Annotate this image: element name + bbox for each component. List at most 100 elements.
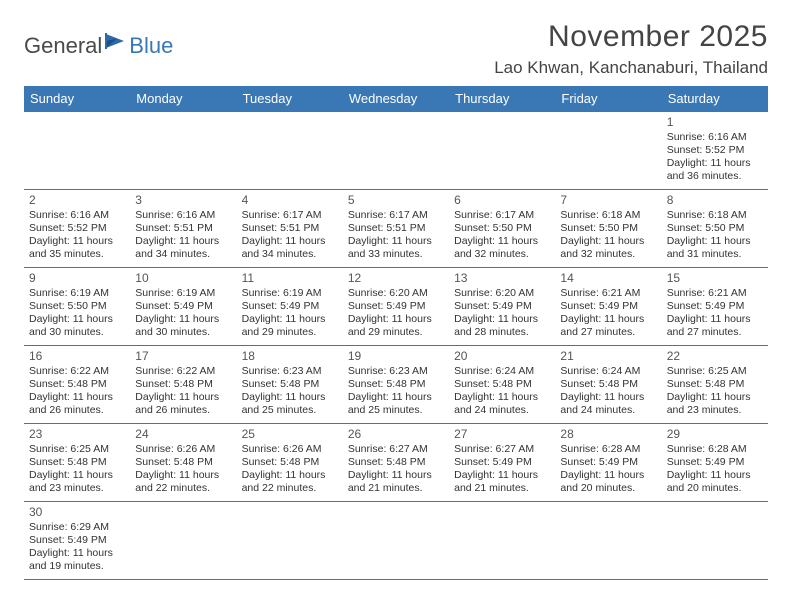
sunset-text: Sunset: 5:50 PM	[667, 222, 763, 235]
brand-general: General	[24, 33, 102, 59]
day-header: Wednesday	[343, 86, 449, 112]
sunrise-text: Sunrise: 6:22 AM	[135, 365, 231, 378]
day-header: Monday	[130, 86, 236, 112]
daylight-text: Daylight: 11 hours and 32 minutes.	[454, 235, 550, 261]
daylight-text: Daylight: 11 hours and 28 minutes.	[454, 313, 550, 339]
sunset-text: Sunset: 5:51 PM	[348, 222, 444, 235]
calendar-cell-empty	[343, 502, 449, 580]
sunset-text: Sunset: 5:48 PM	[667, 378, 763, 391]
header-row: General Blue November 2025 Lao Khwan, Ka…	[24, 20, 768, 78]
daylight-text: Daylight: 11 hours and 35 minutes.	[29, 235, 125, 261]
sunset-text: Sunset: 5:49 PM	[560, 456, 656, 469]
sunset-text: Sunset: 5:49 PM	[667, 456, 763, 469]
sunset-text: Sunset: 5:49 PM	[667, 300, 763, 313]
calendar-row: 9Sunrise: 6:19 AMSunset: 5:50 PMDaylight…	[24, 268, 768, 346]
sunrise-text: Sunrise: 6:25 AM	[29, 443, 125, 456]
sunrise-text: Sunrise: 6:24 AM	[560, 365, 656, 378]
daylight-text: Daylight: 11 hours and 29 minutes.	[242, 313, 338, 339]
day-number: 18	[242, 349, 338, 364]
calendar-header: SundayMondayTuesdayWednesdayThursdayFrid…	[24, 86, 768, 112]
day-number: 6	[454, 193, 550, 208]
calendar-cell: 19Sunrise: 6:23 AMSunset: 5:48 PMDayligh…	[343, 346, 449, 424]
daylight-text: Daylight: 11 hours and 36 minutes.	[667, 157, 763, 183]
day-number: 4	[242, 193, 338, 208]
sunset-text: Sunset: 5:49 PM	[454, 300, 550, 313]
sunrise-text: Sunrise: 6:19 AM	[29, 287, 125, 300]
day-number: 29	[667, 427, 763, 442]
calendar-cell-empty	[343, 112, 449, 190]
day-number: 8	[667, 193, 763, 208]
calendar-cell-empty	[449, 112, 555, 190]
day-number: 3	[135, 193, 231, 208]
day-number: 2	[29, 193, 125, 208]
sunrise-text: Sunrise: 6:17 AM	[454, 209, 550, 222]
sunset-text: Sunset: 5:52 PM	[667, 144, 763, 157]
calendar-cell: 12Sunrise: 6:20 AMSunset: 5:49 PMDayligh…	[343, 268, 449, 346]
flag-icon	[105, 30, 127, 56]
calendar-row: 30Sunrise: 6:29 AMSunset: 5:49 PMDayligh…	[24, 502, 768, 580]
day-number: 27	[454, 427, 550, 442]
sunrise-text: Sunrise: 6:29 AM	[29, 521, 125, 534]
day-header: Saturday	[662, 86, 768, 112]
calendar-page: General Blue November 2025 Lao Khwan, Ka…	[0, 0, 792, 600]
calendar-cell-empty	[130, 112, 236, 190]
calendar-cell: 1Sunrise: 6:16 AMSunset: 5:52 PMDaylight…	[662, 112, 768, 190]
sunrise-text: Sunrise: 6:20 AM	[454, 287, 550, 300]
sunset-text: Sunset: 5:48 PM	[29, 456, 125, 469]
daylight-text: Daylight: 11 hours and 31 minutes.	[667, 235, 763, 261]
sunset-text: Sunset: 5:48 PM	[348, 456, 444, 469]
sunset-text: Sunset: 5:49 PM	[348, 300, 444, 313]
calendar-cell: 24Sunrise: 6:26 AMSunset: 5:48 PMDayligh…	[130, 424, 236, 502]
calendar-cell-empty	[449, 502, 555, 580]
day-number: 1	[667, 115, 763, 130]
sunrise-text: Sunrise: 6:19 AM	[135, 287, 231, 300]
daylight-text: Daylight: 11 hours and 34 minutes.	[135, 235, 231, 261]
sunrise-text: Sunrise: 6:27 AM	[454, 443, 550, 456]
calendar-cell: 30Sunrise: 6:29 AMSunset: 5:49 PMDayligh…	[24, 502, 130, 580]
sunset-text: Sunset: 5:52 PM	[29, 222, 125, 235]
location-text: Lao Khwan, Kanchanaburi, Thailand	[494, 58, 768, 78]
day-number: 20	[454, 349, 550, 364]
calendar-cell-empty	[237, 112, 343, 190]
calendar-row: 1Sunrise: 6:16 AMSunset: 5:52 PMDaylight…	[24, 112, 768, 190]
sunset-text: Sunset: 5:49 PM	[29, 534, 125, 547]
calendar-cell: 15Sunrise: 6:21 AMSunset: 5:49 PMDayligh…	[662, 268, 768, 346]
sunset-text: Sunset: 5:50 PM	[560, 222, 656, 235]
calendar-row: 23Sunrise: 6:25 AMSunset: 5:48 PMDayligh…	[24, 424, 768, 502]
day-number: 13	[454, 271, 550, 286]
calendar-cell: 2Sunrise: 6:16 AMSunset: 5:52 PMDaylight…	[24, 190, 130, 268]
sunrise-text: Sunrise: 6:20 AM	[348, 287, 444, 300]
calendar-cell-empty	[555, 502, 661, 580]
calendar-cell: 8Sunrise: 6:18 AMSunset: 5:50 PMDaylight…	[662, 190, 768, 268]
sunset-text: Sunset: 5:49 PM	[454, 456, 550, 469]
calendar-cell: 9Sunrise: 6:19 AMSunset: 5:50 PMDaylight…	[24, 268, 130, 346]
brand-blue: Blue	[129, 33, 173, 59]
sunset-text: Sunset: 5:48 PM	[348, 378, 444, 391]
day-header: Thursday	[449, 86, 555, 112]
sunset-text: Sunset: 5:49 PM	[242, 300, 338, 313]
day-number: 9	[29, 271, 125, 286]
calendar-cell: 29Sunrise: 6:28 AMSunset: 5:49 PMDayligh…	[662, 424, 768, 502]
calendar-row: 16Sunrise: 6:22 AMSunset: 5:48 PMDayligh…	[24, 346, 768, 424]
calendar-cell-empty	[24, 112, 130, 190]
sunrise-text: Sunrise: 6:24 AM	[454, 365, 550, 378]
day-number: 25	[242, 427, 338, 442]
sunset-text: Sunset: 5:51 PM	[135, 222, 231, 235]
daylight-text: Daylight: 11 hours and 23 minutes.	[667, 391, 763, 417]
calendar-cell: 11Sunrise: 6:19 AMSunset: 5:49 PMDayligh…	[237, 268, 343, 346]
daylight-text: Daylight: 11 hours and 24 minutes.	[560, 391, 656, 417]
daylight-text: Daylight: 11 hours and 23 minutes.	[29, 469, 125, 495]
daylight-text: Daylight: 11 hours and 22 minutes.	[242, 469, 338, 495]
daylight-text: Daylight: 11 hours and 26 minutes.	[135, 391, 231, 417]
sunset-text: Sunset: 5:48 PM	[560, 378, 656, 391]
day-number: 21	[560, 349, 656, 364]
day-number: 11	[242, 271, 338, 286]
day-number: 7	[560, 193, 656, 208]
calendar-cell: 7Sunrise: 6:18 AMSunset: 5:50 PMDaylight…	[555, 190, 661, 268]
daylight-text: Daylight: 11 hours and 33 minutes.	[348, 235, 444, 261]
daylight-text: Daylight: 11 hours and 29 minutes.	[348, 313, 444, 339]
calendar-cell: 4Sunrise: 6:17 AMSunset: 5:51 PMDaylight…	[237, 190, 343, 268]
daylight-text: Daylight: 11 hours and 24 minutes.	[454, 391, 550, 417]
daylight-text: Daylight: 11 hours and 25 minutes.	[242, 391, 338, 417]
calendar-cell: 18Sunrise: 6:23 AMSunset: 5:48 PMDayligh…	[237, 346, 343, 424]
